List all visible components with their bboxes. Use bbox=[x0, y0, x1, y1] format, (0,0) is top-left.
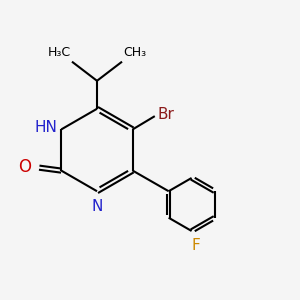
Text: N: N bbox=[91, 199, 103, 214]
Text: F: F bbox=[192, 238, 200, 253]
Text: Br: Br bbox=[158, 107, 175, 122]
Text: O: O bbox=[18, 158, 31, 176]
Text: H₃C: H₃C bbox=[47, 46, 70, 59]
Text: CH₃: CH₃ bbox=[124, 46, 147, 59]
Text: HN: HN bbox=[34, 120, 57, 135]
